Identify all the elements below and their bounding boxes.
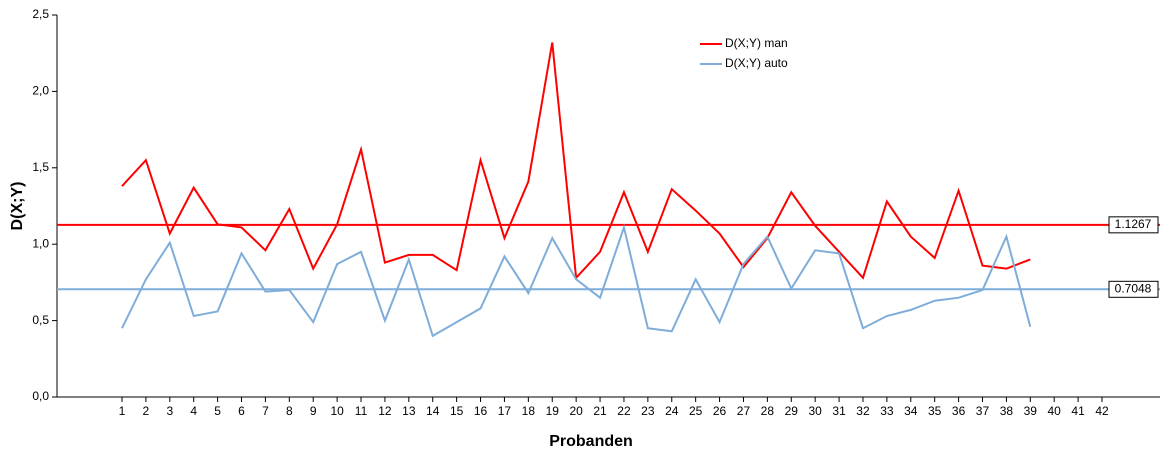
x-tick-label: 10 xyxy=(330,404,344,418)
y-tick-label: 0,0 xyxy=(32,389,49,403)
x-tick-label: 17 xyxy=(498,404,512,418)
y-tick-label: 2,5 xyxy=(32,7,49,21)
x-tick-label: 24 xyxy=(665,404,679,418)
x-tick-label: 20 xyxy=(569,404,583,418)
x-tick-label: 42 xyxy=(1095,404,1109,418)
legend-label: D(X;Y) auto xyxy=(725,56,788,70)
x-tick-label: 22 xyxy=(617,404,631,418)
reference-label-box xyxy=(1108,216,1159,234)
x-tick-label: 3 xyxy=(166,404,173,418)
y-tick-label: 2,0 xyxy=(32,84,49,98)
x-tick-label: 30 xyxy=(808,404,822,418)
x-tick-label: 40 xyxy=(1048,404,1062,418)
x-tick-label: 16 xyxy=(474,404,488,418)
x-tick-label: 34 xyxy=(904,404,918,418)
reference-label: 0.7048 xyxy=(1115,281,1152,295)
x-tick-label: 21 xyxy=(593,404,607,418)
x-tick-label: 25 xyxy=(689,404,703,418)
x-tick-label: 2 xyxy=(143,404,150,418)
x-tick-label: 13 xyxy=(402,404,416,418)
x-tick-label: 31 xyxy=(832,404,846,418)
x-tick-label: 9 xyxy=(310,404,317,418)
x-tick-label: 39 xyxy=(1024,404,1038,418)
x-tick-label: 27 xyxy=(737,404,751,418)
x-tick-label: 26 xyxy=(713,404,727,418)
series-line xyxy=(121,42,1031,281)
x-tick-label: 6 xyxy=(238,404,245,418)
x-tick-label: 37 xyxy=(976,404,990,418)
reference-label: 1.1267 xyxy=(1115,217,1152,231)
x-tick-label: 35 xyxy=(928,404,942,418)
reference-label-box xyxy=(1108,280,1159,298)
x-tick-label: 12 xyxy=(378,404,392,418)
x-tick-label: 8 xyxy=(286,404,293,418)
x-tick-label: 33 xyxy=(880,404,894,418)
x-tick-label: 32 xyxy=(856,404,870,418)
x-tick-label: 28 xyxy=(761,404,775,418)
series-line xyxy=(121,223,1032,338)
x-tick-label: 14 xyxy=(426,404,440,418)
y-tick-label: 1,0 xyxy=(32,236,49,250)
y-tick-label: 0,5 xyxy=(32,313,49,327)
x-tick-label: 5 xyxy=(214,404,221,418)
x-axis-label: Probanden xyxy=(549,433,633,450)
x-tick-label: 7 xyxy=(262,404,269,418)
x-tick-label: 1 xyxy=(119,404,126,418)
y-axis-label: D(X;Y) xyxy=(9,182,26,231)
x-tick-label: 18 xyxy=(522,404,536,418)
y-tick-label: 1,5 xyxy=(32,160,49,174)
x-tick-label: 36 xyxy=(952,404,966,418)
x-tick-label: 11 xyxy=(355,404,368,418)
x-tick-label: 15 xyxy=(450,404,464,418)
x-tick-label: 4 xyxy=(190,404,197,418)
x-tick-label: 19 xyxy=(546,404,560,418)
legend-label: D(X;Y) man xyxy=(725,36,788,50)
x-tick-label: 41 xyxy=(1071,404,1085,418)
x-tick-label: 38 xyxy=(1000,404,1014,418)
x-tick-label: 23 xyxy=(641,404,655,418)
x-tick-label: 29 xyxy=(785,404,799,418)
